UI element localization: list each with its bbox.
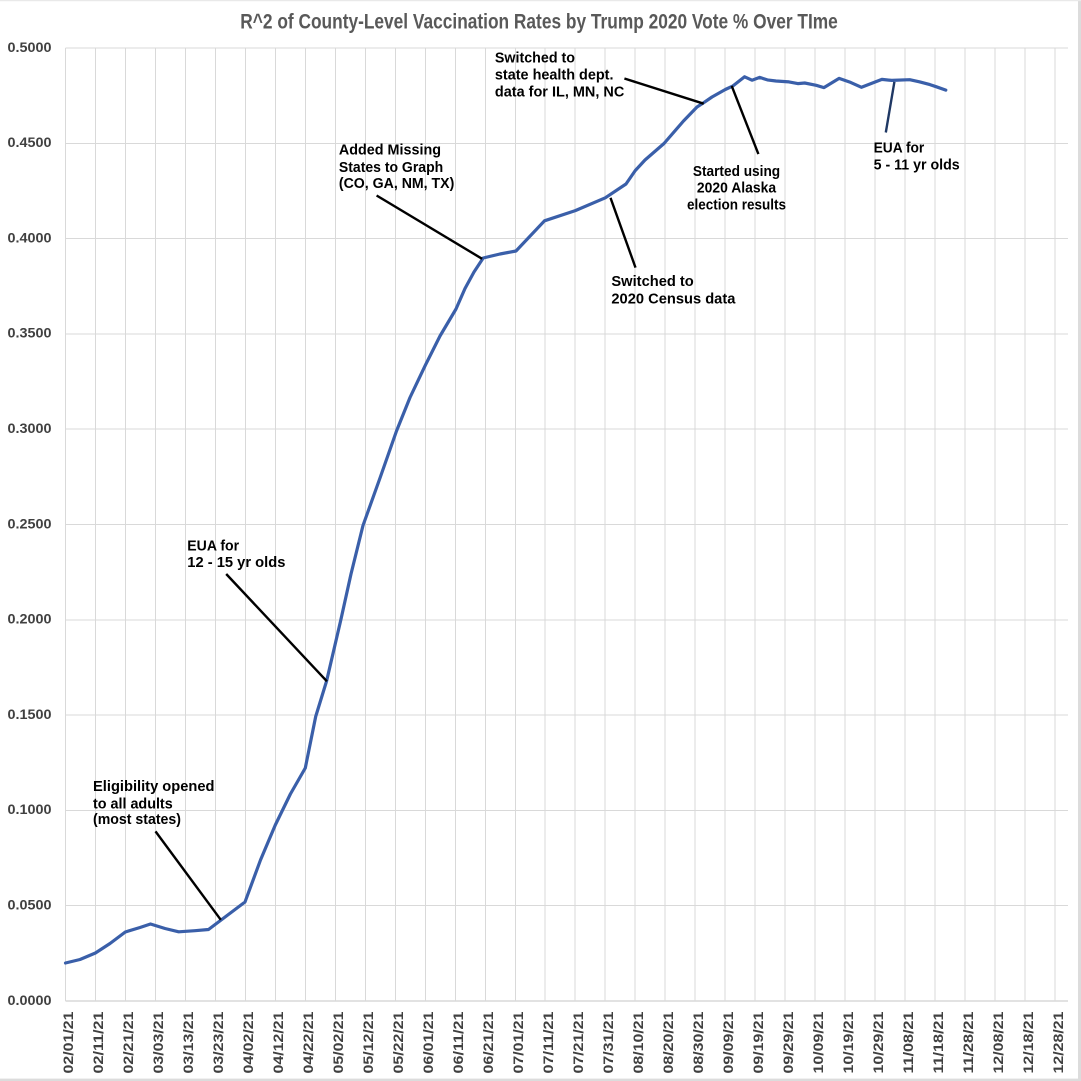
- svg-text:08/10/21: 08/10/21: [630, 1011, 646, 1073]
- svg-text:10/19/21: 10/19/21: [840, 1011, 856, 1073]
- svg-text:0.3000: 0.3000: [8, 420, 52, 436]
- svg-text:Added Missing: Added Missing: [339, 143, 441, 159]
- svg-text:Started using: Started using: [693, 164, 780, 180]
- svg-text:06/01/21: 06/01/21: [420, 1011, 436, 1073]
- svg-text:05/02/21: 05/02/21: [330, 1011, 346, 1073]
- svg-text:0.3500: 0.3500: [8, 325, 52, 341]
- svg-text:0.2000: 0.2000: [8, 611, 52, 627]
- svg-text:07/31/21: 07/31/21: [600, 1011, 616, 1073]
- svg-text:2020 Alaska: 2020 Alaska: [697, 181, 777, 197]
- svg-text:04/12/21: 04/12/21: [270, 1011, 286, 1073]
- svg-text:5 - 11 yr olds: 5 - 11 yr olds: [874, 158, 960, 174]
- svg-text:03/03/21: 03/03/21: [150, 1011, 166, 1073]
- svg-text:07/21/21: 07/21/21: [570, 1011, 586, 1073]
- svg-text:07/01/21: 07/01/21: [510, 1011, 526, 1073]
- svg-text:05/12/21: 05/12/21: [360, 1011, 376, 1073]
- svg-text:Eligibility opened: Eligibility opened: [93, 779, 215, 795]
- svg-text:2020 Census data: 2020 Census data: [611, 292, 736, 308]
- svg-text:04/02/21: 04/02/21: [240, 1011, 256, 1073]
- svg-text:R^2 of County-Level Vaccinatio: R^2 of County-Level Vaccination Rates by…: [240, 9, 838, 33]
- svg-text:0.4000: 0.4000: [8, 229, 52, 245]
- svg-text:08/20/21: 08/20/21: [660, 1011, 676, 1073]
- svg-text:0.0500: 0.0500: [8, 897, 52, 913]
- svg-text:12/08/21: 12/08/21: [990, 1011, 1006, 1073]
- svg-text:02/21/21: 02/21/21: [120, 1011, 136, 1073]
- svg-text:11/08/21: 11/08/21: [900, 1011, 916, 1073]
- svg-text:(most states): (most states): [93, 812, 181, 828]
- svg-text:0.1500: 0.1500: [8, 706, 52, 722]
- svg-text:(CO, GA, NM, TX): (CO, GA, NM, TX): [339, 176, 455, 192]
- svg-text:09/19/21: 09/19/21: [750, 1011, 766, 1073]
- svg-text:0.4500: 0.4500: [8, 134, 52, 150]
- svg-text:0.5000: 0.5000: [8, 39, 52, 55]
- svg-text:11/18/21: 11/18/21: [930, 1011, 946, 1073]
- svg-text:to all adults: to all adults: [93, 797, 173, 813]
- svg-text:03/23/21: 03/23/21: [210, 1011, 226, 1073]
- svg-text:02/01/21: 02/01/21: [60, 1011, 76, 1073]
- svg-text:06/21/21: 06/21/21: [480, 1011, 496, 1073]
- svg-text:08/30/21: 08/30/21: [690, 1011, 706, 1073]
- svg-text:Switched to: Switched to: [495, 51, 575, 67]
- svg-text:data for IL, MN, NC: data for IL, MN, NC: [495, 84, 625, 100]
- svg-text:0.1000: 0.1000: [8, 801, 52, 817]
- svg-text:EUA for: EUA for: [874, 141, 925, 157]
- svg-text:03/13/21: 03/13/21: [180, 1011, 196, 1073]
- svg-text:10/09/21: 10/09/21: [810, 1011, 826, 1073]
- svg-text:0.0000: 0.0000: [8, 992, 52, 1008]
- svg-text:09/29/21: 09/29/21: [780, 1011, 796, 1073]
- svg-text:state health dept.: state health dept.: [495, 68, 614, 84]
- svg-text:06/11/21: 06/11/21: [450, 1011, 466, 1073]
- svg-text:09/09/21: 09/09/21: [720, 1011, 736, 1073]
- svg-text:0.2500: 0.2500: [8, 515, 52, 531]
- svg-text:05/22/21: 05/22/21: [390, 1011, 406, 1073]
- svg-text:election results: election results: [687, 198, 786, 214]
- svg-text:EUA for: EUA for: [187, 539, 239, 555]
- svg-text:12/18/21: 12/18/21: [1020, 1011, 1036, 1073]
- svg-text:04/22/21: 04/22/21: [300, 1011, 316, 1073]
- svg-text:02/11/21: 02/11/21: [90, 1011, 106, 1073]
- svg-text:Switched to: Switched to: [611, 274, 694, 290]
- svg-text:10/29/21: 10/29/21: [870, 1011, 886, 1073]
- svg-text:12 - 15 yr olds: 12 - 15 yr olds: [187, 555, 285, 571]
- svg-text:11/28/21: 11/28/21: [960, 1011, 976, 1073]
- svg-text:States to Graph: States to Graph: [339, 160, 443, 176]
- svg-text:12/28/21: 12/28/21: [1050, 1011, 1066, 1073]
- svg-text:07/11/21: 07/11/21: [540, 1011, 556, 1073]
